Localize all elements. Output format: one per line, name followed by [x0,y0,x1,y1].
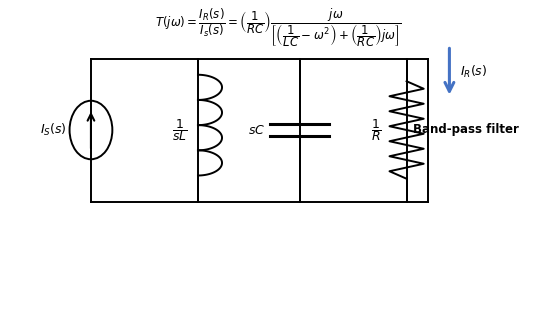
Text: Band-pass filter: Band-pass filter [413,124,519,136]
Text: $I_R(s)$: $I_R(s)$ [460,63,487,80]
Text: $T(j\omega) = \dfrac{I_R(s)}{I_s(s)} = \left(\dfrac{1}{RC}\right)\dfrac{j\omega}: $T(j\omega) = \dfrac{I_R(s)}{I_s(s)} = \… [155,6,402,49]
Text: $\dfrac{1}{R}$: $\dfrac{1}{R}$ [371,117,381,143]
Text: $\dfrac{1}{sL}$: $\dfrac{1}{sL}$ [172,117,187,143]
Text: $I_S(s)$: $I_S(s)$ [40,122,67,138]
Text: $sC$: $sC$ [248,124,265,136]
